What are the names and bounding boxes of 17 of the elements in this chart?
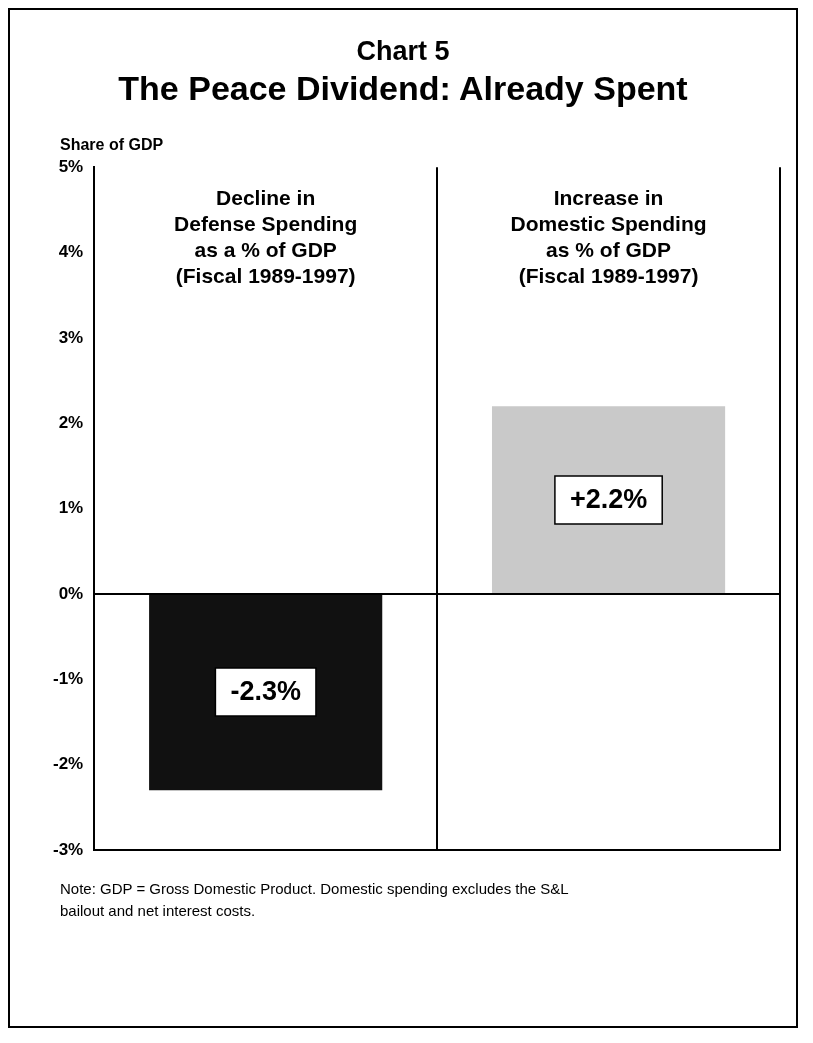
y-tick-label: 1% xyxy=(58,498,84,518)
x-tick-label: Decline in Defense Spending as a % of GDP (Fiscal 1989-1997) xyxy=(174,186,358,288)
chart-title: Chart 5 xyxy=(355,36,451,67)
y-tick-label: 0% xyxy=(58,583,84,603)
y-tick-label: -2% xyxy=(53,754,84,774)
text: Note: GDP = Gross Domestic Product. Domestic spending excludes the S&L bailout and net interest costs. xyxy=(60,879,570,921)
y-tick-label: -3% xyxy=(53,839,84,859)
chart-subtitle: The Peace Dividend: Already Spent xyxy=(117,69,689,108)
y-tick-label: 2% xyxy=(58,412,84,432)
y-axis-title: Share of GDP xyxy=(60,136,165,154)
y-tick-label: 3% xyxy=(58,327,84,347)
x-tick-label: Increase in Domestic Spending as % of GDP (Fiscal 1989-1997) xyxy=(510,186,707,288)
y-tick-label: -1% xyxy=(53,668,84,688)
y-tick-label: 5% xyxy=(58,156,84,176)
data-label: +2.2% xyxy=(569,483,648,514)
y-tick-label: 4% xyxy=(58,242,84,262)
data-label: -2.3% xyxy=(230,675,301,706)
